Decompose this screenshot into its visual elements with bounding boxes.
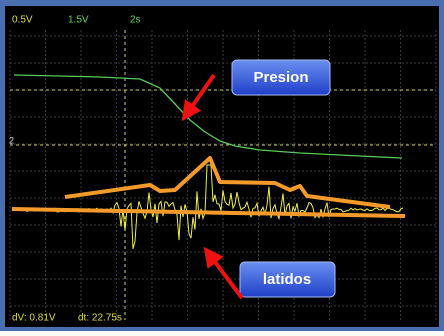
delta-t: dt: 22.75s: [78, 313, 122, 324]
page: {"header": {"channel_1_scale": "0.5V", "…: [0, 0, 444, 331]
oscilloscope-screen: 0.5V 1.5V 2s 2 Presion latidos dV: 0.81V…: [0, 0, 444, 331]
channel-1-scale: 0.5V: [12, 15, 33, 26]
callout-label: Presion: [253, 69, 308, 86]
callout-label: latidos: [263, 271, 311, 288]
time-scale: 2s: [130, 15, 141, 26]
level-marker: 2: [9, 135, 14, 145]
channel-2-scale: 1.5V: [68, 15, 89, 26]
delta-v: dV: 0.81V: [12, 313, 56, 324]
